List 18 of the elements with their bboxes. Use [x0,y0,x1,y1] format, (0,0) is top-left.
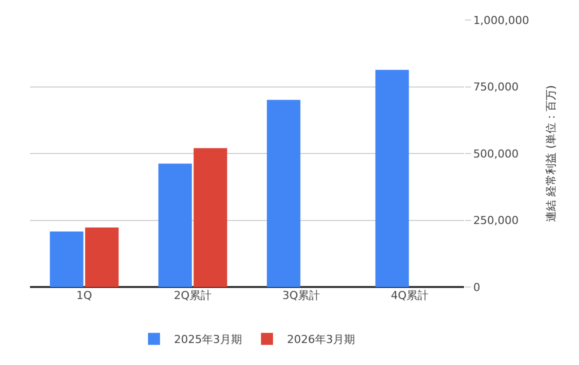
bar [158,164,192,287]
x-tick-label: 3Q累計 [282,289,320,302]
y-axis-title: 連結 経常利益 (単位：百万) [544,85,558,222]
bar [85,227,119,287]
y-tick-label: 750,000 [473,80,519,94]
bar [375,70,409,287]
x-tick-label: 2Q累計 [174,289,212,302]
bar [50,231,84,287]
bar [194,148,228,287]
x-tick-label: 1Q [76,289,92,302]
x-tick-label: 4Q累計 [390,289,429,302]
y-tick-label: 0 [473,280,480,294]
y-tick-label: 250,000 [473,214,519,228]
y-tick-label: 500,000 [473,147,519,160]
y-tick-label: 1,000,000 [473,14,530,27]
legend-label: 2026年3月期 [287,333,355,346]
bar [266,100,300,287]
legend-label: 2025年3月期 [174,333,242,346]
